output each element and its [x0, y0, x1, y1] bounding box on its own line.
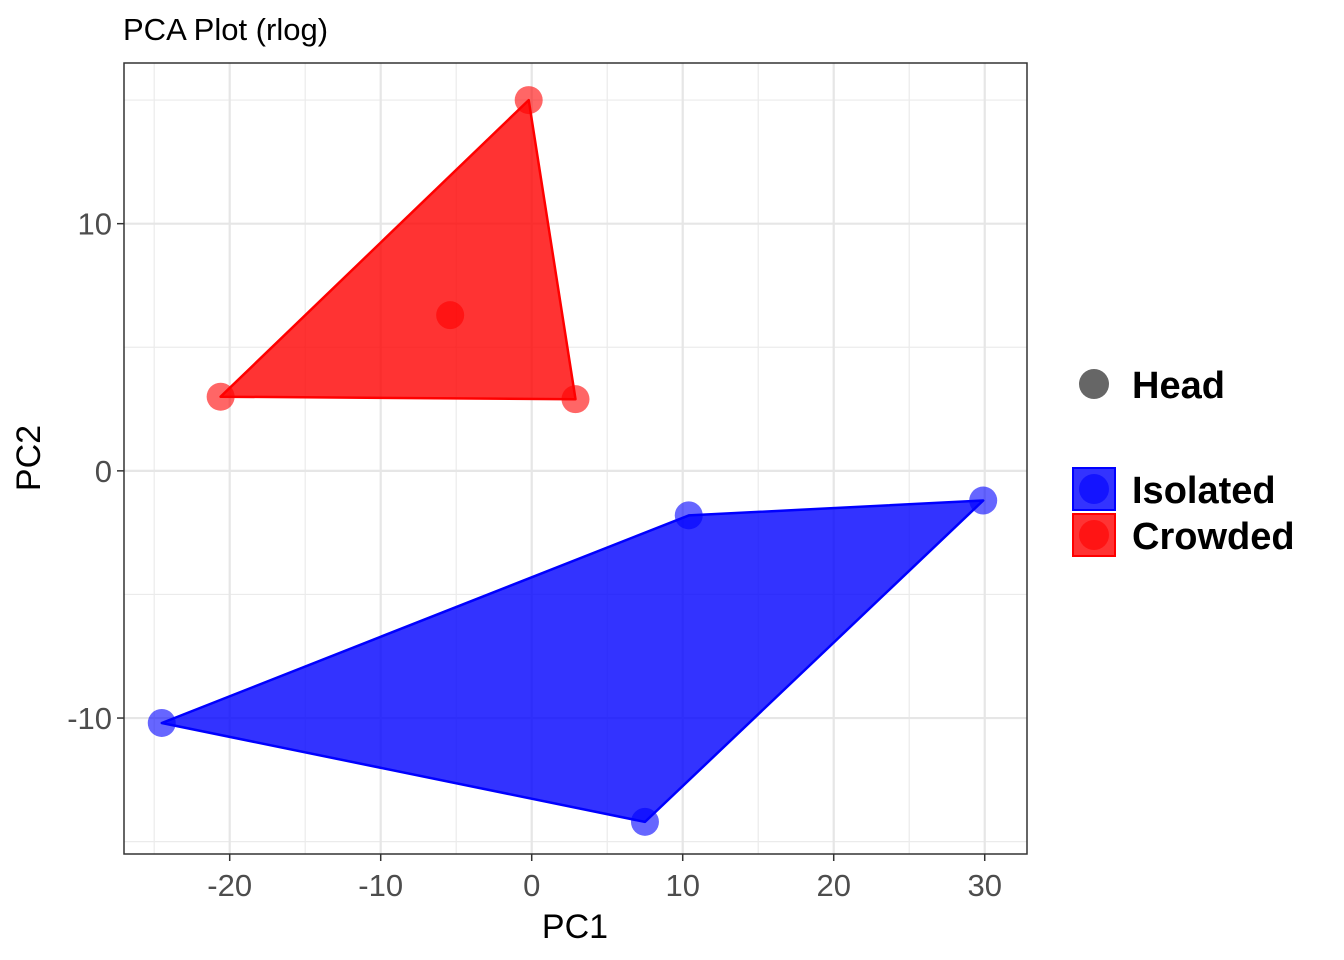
y-axis-title: PC2	[10, 425, 48, 491]
x-tick-label: 10	[665, 868, 699, 903]
legend: Head Isolated Crowded	[1072, 365, 1295, 558]
panel-border	[123, 62, 1028, 855]
legend-shape-key-icon	[1079, 369, 1109, 399]
hull-isolated	[160, 499, 985, 824]
point-crowded	[206, 382, 235, 411]
group-hulls	[160, 98, 985, 824]
chart-title: PCA Plot (rlog)	[123, 12, 328, 47]
x-tick-label: -10	[358, 868, 403, 903]
legend-isolated-point-icon	[1079, 474, 1109, 504]
legend-isolated-label: Isolated	[1132, 470, 1276, 512]
point-crowded	[514, 86, 543, 115]
x-tick-label: -20	[207, 868, 252, 903]
y-tick-label: -10	[67, 701, 112, 736]
x-axis-ticks: -20 -10 0 10 20 30	[207, 854, 1002, 903]
legend-crowded-label: Crowded	[1132, 516, 1295, 558]
y-tick-label: 10	[78, 207, 112, 242]
point-isolated	[674, 501, 703, 530]
x-tick-label: 30	[967, 868, 1001, 903]
point-isolated	[630, 807, 659, 836]
point-crowded	[561, 385, 590, 414]
point-isolated	[147, 708, 176, 737]
x-axis-title: PC1	[542, 908, 608, 946]
point-isolated	[969, 486, 998, 515]
legend-shape-label: Head	[1132, 365, 1225, 407]
x-tick-label: 0	[523, 868, 540, 903]
y-axis-ticks: -10 0 10	[67, 207, 124, 736]
y-tick-label: 0	[95, 454, 112, 489]
x-tick-label: 20	[816, 868, 850, 903]
point-crowded	[436, 301, 465, 330]
legend-crowded-point-icon	[1079, 520, 1109, 550]
hull-crowded	[219, 98, 577, 401]
data-points	[147, 86, 998, 836]
